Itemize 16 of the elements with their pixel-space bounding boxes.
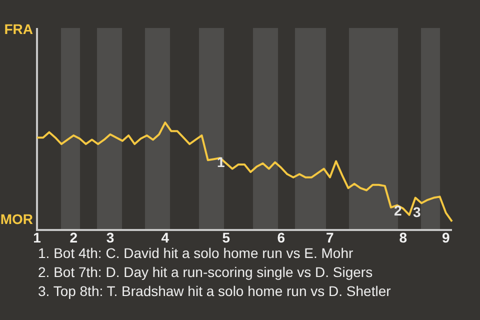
x-tick-label: 1 — [33, 229, 42, 246]
x-tick-label: 9 — [442, 229, 450, 246]
text: 1. Bot 4th: C. David hit a solo home run vs E. Mohr — [38, 244, 354, 263]
x-tick-label: 3 — [106, 229, 114, 246]
text: FRA — [4, 20, 33, 37]
text: MOR — [0, 210, 33, 227]
x-tick-label: 2 — [70, 229, 78, 246]
x-tick-label: 8 — [399, 229, 408, 246]
annotation: 3 — [413, 204, 421, 220]
x-tick-label: 6 — [277, 229, 286, 246]
annotation: 2 — [394, 202, 402, 218]
x-tick-label: 5 — [222, 229, 230, 246]
text: 2. Bot 7th: D. Day hit a run-scoring single vs D. Sigers — [38, 263, 374, 282]
text: 3. Top 8th: T. Bradshaw hit a solo home run vs D. Shetler — [38, 282, 391, 301]
x-tick-label: 4 — [161, 229, 170, 246]
x-tick-label: 7 — [326, 229, 334, 246]
